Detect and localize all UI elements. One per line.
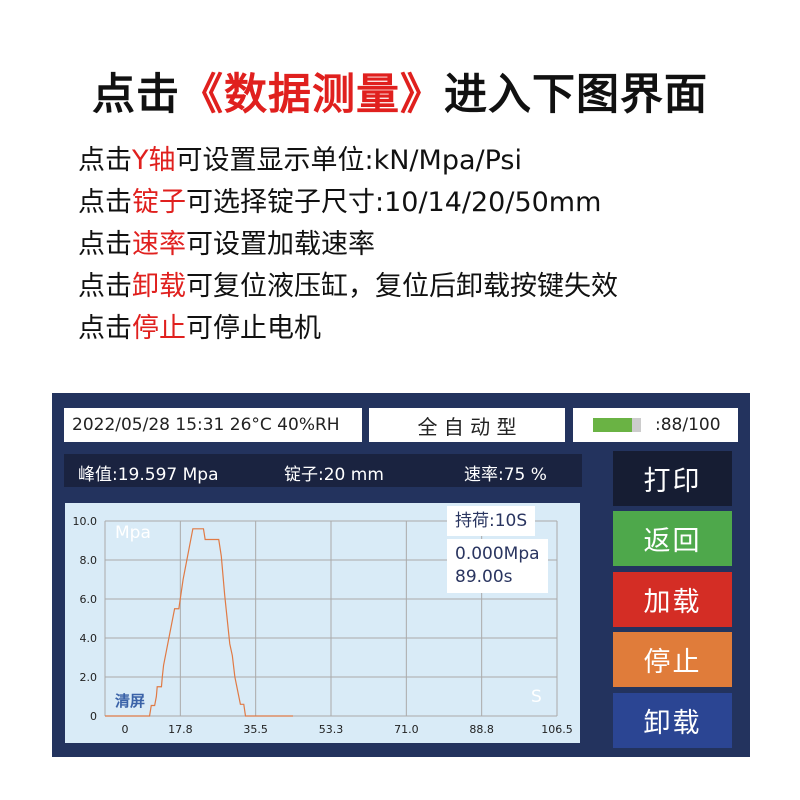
- device-screen: 2022/05/28 15:31 26°C 40%RH 全 自 动 型 :88/…: [52, 393, 750, 757]
- x-tick-label: 71.0: [394, 723, 419, 736]
- readout-bar: 峰值:19.597 Mpa 锭子:20 mm 速率:75 %: [64, 454, 582, 487]
- current-pressure: 0.000Mpa: [455, 544, 540, 564]
- line-highlight: Y轴: [132, 145, 176, 176]
- line-post: 可设置加载速率: [186, 229, 375, 260]
- y-tick-label: 6.0: [80, 593, 98, 606]
- y-tick-label: 2.0: [80, 671, 98, 684]
- current-reading: 0.000Mpa 89.00s: [447, 539, 548, 593]
- instruction-line: 点击卸载可复位液压缸，复位后卸载按键失效: [78, 264, 618, 303]
- line-pre: 点击: [78, 187, 132, 218]
- battery-text: :88/100: [655, 415, 721, 435]
- spindle-button[interactable]: 锭子:20 mm: [284, 465, 384, 485]
- y-axis-unit-button[interactable]: Mpa: [115, 523, 151, 543]
- line-pre: 点击: [78, 313, 132, 344]
- pressure-chart: 0 17.8 35.5 53.3 71.0 88.8 106.5 0 2.0 4.0 6.0 8.0 1…: [65, 503, 580, 743]
- line-post: 可复位液压缸，复位后卸载按键失效: [186, 271, 618, 302]
- title-suffix: 进入下图界面: [444, 70, 708, 120]
- line-pre: 点击: [78, 145, 132, 176]
- y-tick-label: 4.0: [80, 632, 98, 645]
- line-highlight: 卸载: [132, 271, 186, 302]
- line-highlight: 速率: [132, 229, 186, 260]
- instruction-line: 点击锭子可选择锭子尺寸:10/14/20/50mm: [78, 180, 601, 219]
- instruction-line: 点击停止可停止电机: [78, 306, 321, 345]
- hold-time-button[interactable]: 持荷:10S: [447, 506, 536, 536]
- datetime-display: 2022/05/28 15:31 26°C 40%RH: [64, 408, 362, 442]
- line-post: 可选择锭子尺寸:10/14/20/50mm: [186, 187, 602, 218]
- battery-display: :88/100: [573, 408, 738, 442]
- unload-button[interactable]: 卸载: [613, 693, 732, 748]
- instruction-line: 点击Y轴可设置显示单位:kN/Mpa/Psi: [78, 138, 522, 177]
- x-tick-label: 35.5: [243, 723, 268, 736]
- x-tick-label: 17.8: [168, 723, 193, 736]
- print-button[interactable]: 打印: [613, 451, 732, 506]
- load-button[interactable]: 加载: [613, 572, 732, 627]
- x-axis-unit: S: [531, 687, 542, 707]
- line-post: 可设置显示单位:kN/Mpa/Psi: [175, 145, 522, 176]
- x-tick-label: 88.8: [469, 723, 494, 736]
- mode-display: 全 自 动 型: [369, 408, 565, 442]
- y-tick-label: 8.0: [80, 554, 98, 567]
- pressure-series-line: [105, 528, 294, 717]
- x-tick-label: 0: [122, 723, 129, 736]
- x-tick-label: 106.5: [541, 723, 573, 736]
- line-pre: 点击: [78, 271, 132, 302]
- back-button[interactable]: 返回: [613, 511, 732, 566]
- line-pre: 点击: [78, 229, 132, 260]
- y-tick-label: 0: [90, 710, 97, 723]
- battery-icon: [593, 418, 641, 432]
- title-prefix: 点击: [92, 70, 180, 120]
- line-highlight: 锭子: [132, 187, 186, 218]
- line-post: 可停止电机: [186, 313, 321, 344]
- rate-button[interactable]: 速率:75 %: [464, 465, 547, 485]
- y-tick-label: 10.0: [73, 515, 98, 528]
- instruction-line: 点击速率可设置加载速率: [78, 222, 375, 261]
- peak-value: 峰值:19.597 Mpa: [78, 465, 219, 485]
- line-highlight: 停止: [132, 313, 186, 344]
- current-time: 89.00s: [455, 567, 513, 587]
- x-tick-label: 53.3: [319, 723, 344, 736]
- title-highlight: 《数据测量》: [180, 70, 444, 120]
- page-title: 点击《数据测量》进入下图界面: [0, 60, 800, 122]
- clear-screen-button[interactable]: 清屏: [115, 692, 146, 710]
- stop-button[interactable]: 停止: [613, 632, 732, 687]
